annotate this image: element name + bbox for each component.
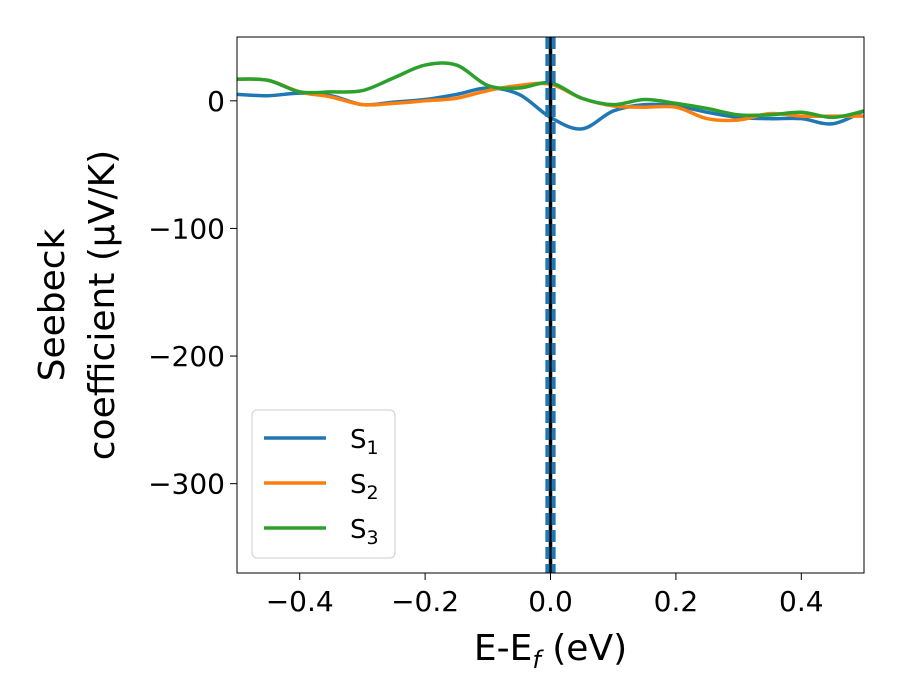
- legend-label-s2: S2: [350, 470, 379, 504]
- x-axis: −0.4 −0.2 0.0 0.2 0.4: [266, 573, 824, 618]
- legend-label-s3: S3: [350, 515, 379, 549]
- legend: S1 S2 S3: [251, 409, 396, 559]
- y-axis-title-line1: Seebeck: [32, 228, 73, 381]
- plot-area: [237, 37, 864, 573]
- x-tick-label: −0.4: [266, 585, 334, 618]
- x-axis-title: E-Ef (eV): [474, 628, 627, 674]
- x-axis-title-main: E-E: [474, 628, 532, 669]
- x-tick-label: −0.2: [391, 585, 459, 618]
- legend-label-s1: S1: [350, 425, 379, 459]
- y-tick-label: 0: [207, 85, 225, 118]
- x-tick-label: 0.0: [528, 585, 573, 618]
- x-tick-label: 0.2: [654, 585, 699, 618]
- y-axis-title: Seebeck coefficient (μV/K): [32, 150, 123, 460]
- x-axis-title-unit: (eV): [541, 628, 627, 669]
- y-tick-label: −300: [148, 468, 225, 501]
- x-tick-label: 0.4: [779, 585, 824, 618]
- y-axis-title-line2: coefficient (μV/K): [82, 150, 123, 460]
- y-tick-label: −100: [148, 212, 225, 245]
- y-axis: 0 −100 −200 −300: [148, 85, 237, 501]
- y-tick-label: −200: [148, 340, 225, 373]
